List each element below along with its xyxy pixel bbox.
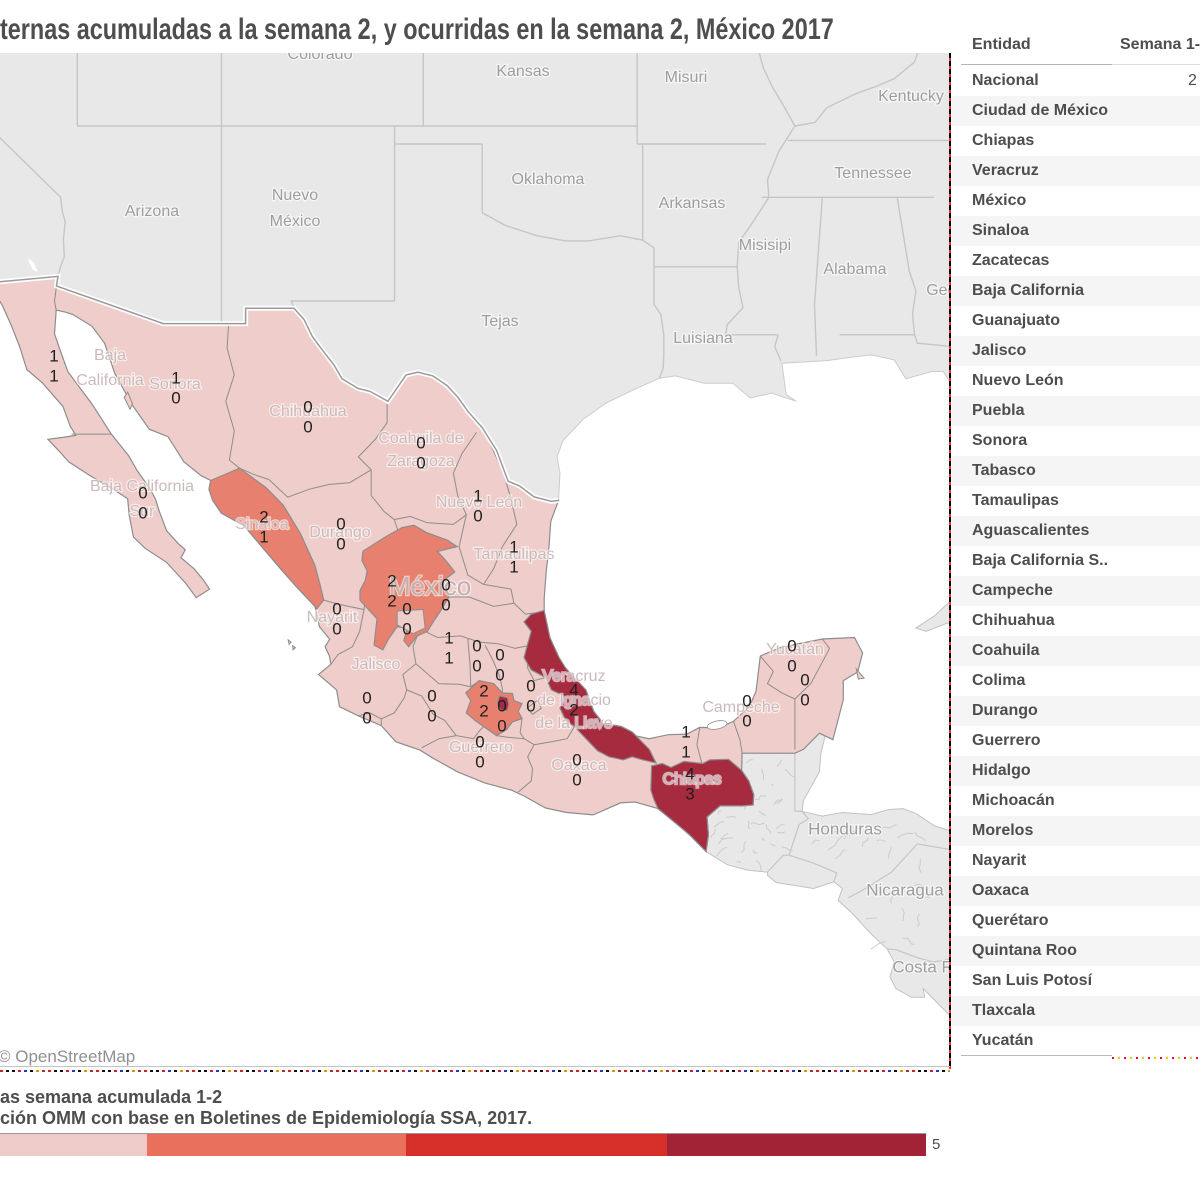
svg-text:0: 0 (171, 388, 180, 407)
svg-text:Kentucky: Kentucky (878, 88, 944, 105)
svg-text:Jalisco: Jalisco (352, 656, 401, 673)
svg-text:Sonora: Sonora (149, 376, 201, 393)
svg-text:0: 0 (475, 732, 484, 751)
svg-text:Nicaragua: Nicaragua (866, 880, 944, 899)
svg-text:0: 0 (138, 483, 147, 502)
svg-text:1: 1 (444, 628, 453, 647)
svg-text:1: 1 (509, 537, 518, 556)
svg-text:0: 0 (526, 696, 535, 715)
svg-text:de Ignacio: de Ignacio (537, 692, 611, 709)
svg-text:3: 3 (685, 784, 694, 803)
svg-text:Baja: Baja (94, 347, 126, 364)
svg-text:Arizona: Arizona (125, 203, 179, 220)
svg-text:México: México (389, 571, 471, 601)
svg-text:2: 2 (479, 681, 488, 700)
svg-text:Baja California: Baja California (90, 478, 194, 495)
svg-text:0: 0 (742, 691, 751, 710)
svg-text:1: 1 (171, 368, 180, 387)
svg-text:0: 0 (472, 636, 481, 655)
svg-text:0: 0 (473, 506, 482, 525)
svg-text:México: México (270, 213, 321, 230)
svg-text:1: 1 (49, 366, 58, 385)
svg-text:Nuevo: Nuevo (272, 187, 318, 204)
svg-text:Oklahoma: Oklahoma (512, 171, 585, 188)
svg-text:0: 0 (441, 595, 450, 614)
svg-text:Nayarit: Nayarit (307, 609, 358, 626)
svg-text:1: 1 (473, 486, 482, 505)
svg-text:Arkansas: Arkansas (659, 195, 726, 212)
svg-text:1: 1 (681, 722, 690, 741)
svg-text:Tennessee: Tennessee (834, 165, 911, 182)
svg-text:Veracruz: Veracruz (542, 668, 605, 685)
svg-text:0: 0 (800, 690, 809, 709)
svg-text:Alabama: Alabama (823, 261, 886, 278)
svg-text:0: 0 (787, 636, 796, 655)
svg-text:0: 0 (416, 453, 425, 472)
svg-text:1: 1 (49, 346, 58, 365)
svg-text:Sur: Sur (130, 503, 156, 520)
svg-text:0: 0 (800, 670, 809, 689)
svg-text:0: 0 (427, 706, 436, 725)
svg-text:0: 0 (332, 619, 341, 638)
svg-text:Tamaulipas: Tamaulipas (474, 546, 555, 563)
svg-text:0: 0 (138, 503, 147, 522)
svg-text:2: 2 (387, 591, 396, 610)
svg-text:Coahuila de: Coahuila de (378, 430, 464, 447)
svg-text:Campeche: Campeche (702, 699, 779, 716)
svg-text:1: 1 (681, 742, 690, 761)
svg-text:0: 0 (441, 575, 450, 594)
svg-text:0: 0 (475, 752, 484, 771)
svg-text:0: 0 (497, 716, 506, 735)
svg-text:Chihuahua: Chihuahua (269, 403, 347, 420)
svg-text:0: 0 (427, 686, 436, 705)
svg-text:4: 4 (685, 764, 694, 783)
svg-text:0: 0 (336, 534, 345, 553)
svg-text:0: 0 (402, 619, 411, 638)
svg-text:0: 0 (303, 397, 312, 416)
svg-text:Yucatán: Yucatán (766, 641, 824, 658)
svg-text:Guerrero: Guerrero (449, 739, 513, 756)
svg-text:Nuevo León: Nuevo León (436, 494, 522, 511)
svg-text:0: 0 (572, 770, 581, 789)
svg-text:Colorado: Colorado (288, 53, 353, 63)
svg-text:0: 0 (572, 750, 581, 769)
svg-text:0: 0 (526, 676, 535, 695)
svg-text:0: 0 (362, 688, 371, 707)
svg-text:Misuri: Misuri (665, 69, 708, 86)
svg-text:California: California (76, 372, 144, 389)
svg-text:2: 2 (387, 571, 396, 590)
svg-text:Luisiana: Luisiana (673, 330, 733, 347)
svg-text:Durango: Durango (309, 524, 370, 541)
svg-text:Chiapas: Chiapas (663, 771, 722, 788)
svg-text:1: 1 (509, 557, 518, 576)
svg-text:0: 0 (787, 656, 796, 675)
svg-text:0: 0 (416, 433, 425, 452)
svg-text:4: 4 (569, 680, 578, 699)
svg-text:Sinaloa: Sinaloa (235, 516, 288, 533)
svg-text:0: 0 (303, 417, 312, 436)
svg-text:Costa Ri: Costa Ri (892, 957, 951, 976)
svg-text:0: 0 (495, 645, 504, 664)
svg-text:0: 0 (332, 599, 341, 618)
svg-text:0: 0 (336, 514, 345, 533)
svg-text:Geor: Geor (926, 282, 951, 299)
svg-text:Oaxaca: Oaxaca (551, 757, 606, 774)
svg-text:Misisipi: Misisipi (739, 237, 791, 254)
svg-text:0: 0 (497, 696, 506, 715)
svg-text:2: 2 (259, 507, 268, 526)
svg-text:Zaragoza: Zaragoza (387, 453, 455, 470)
svg-text:0: 0 (472, 656, 481, 675)
svg-text:2: 2 (569, 700, 578, 719)
svg-text:1: 1 (259, 527, 268, 546)
svg-text:0: 0 (742, 711, 751, 730)
svg-text:Tejas: Tejas (481, 313, 518, 330)
svg-text:Kansas: Kansas (496, 63, 549, 80)
svg-text:0: 0 (495, 665, 504, 684)
svg-text:0: 0 (402, 599, 411, 618)
svg-text:0: 0 (362, 708, 371, 727)
svg-text:2: 2 (479, 701, 488, 720)
svg-text:Honduras: Honduras (808, 819, 882, 838)
svg-text:de la Llave: de la Llave (535, 715, 612, 732)
svg-text:1: 1 (444, 648, 453, 667)
